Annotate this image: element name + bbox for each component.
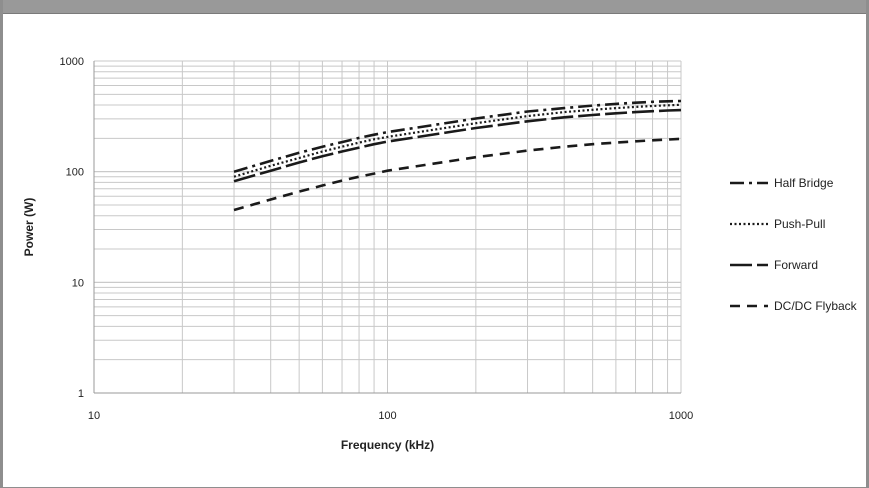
- legend-label: Push-Pull: [774, 217, 825, 231]
- series-line: [233, 99, 682, 173]
- series-line: [233, 103, 682, 178]
- window-top-bar: [3, 0, 866, 14]
- series-lines: [233, 99, 682, 212]
- series-line: [233, 108, 682, 183]
- series-line: [233, 137, 682, 212]
- y-tick-label: 100: [66, 167, 84, 179]
- x-tick-label: 100: [378, 410, 396, 422]
- y-tick-label: 1: [78, 388, 84, 400]
- legend: Half Bridge Push-Pull Forward DC/DC Flyback: [730, 176, 858, 313]
- y-tick-label: 10: [72, 277, 84, 289]
- x-axis-title: Frequency (kHz): [341, 438, 434, 452]
- chart-canvas: 1 10 100 1000 10 100 1000 Frequency (kHz) Powe…: [22, 56, 858, 452]
- tick-labels: 1 10 100 1000 10 100 1000: [60, 56, 694, 422]
- axes: [93, 61, 681, 394]
- legend-label: Forward: [774, 258, 818, 272]
- y-axis-title: Power (W): [22, 198, 36, 257]
- y-tick-label: 1000: [60, 56, 84, 68]
- legend-label: DC/DC Flyback: [774, 299, 858, 313]
- legend-label: Half Bridge: [774, 176, 834, 190]
- x-tick-label: 10: [88, 410, 100, 422]
- x-tick-label: 1000: [669, 410, 693, 422]
